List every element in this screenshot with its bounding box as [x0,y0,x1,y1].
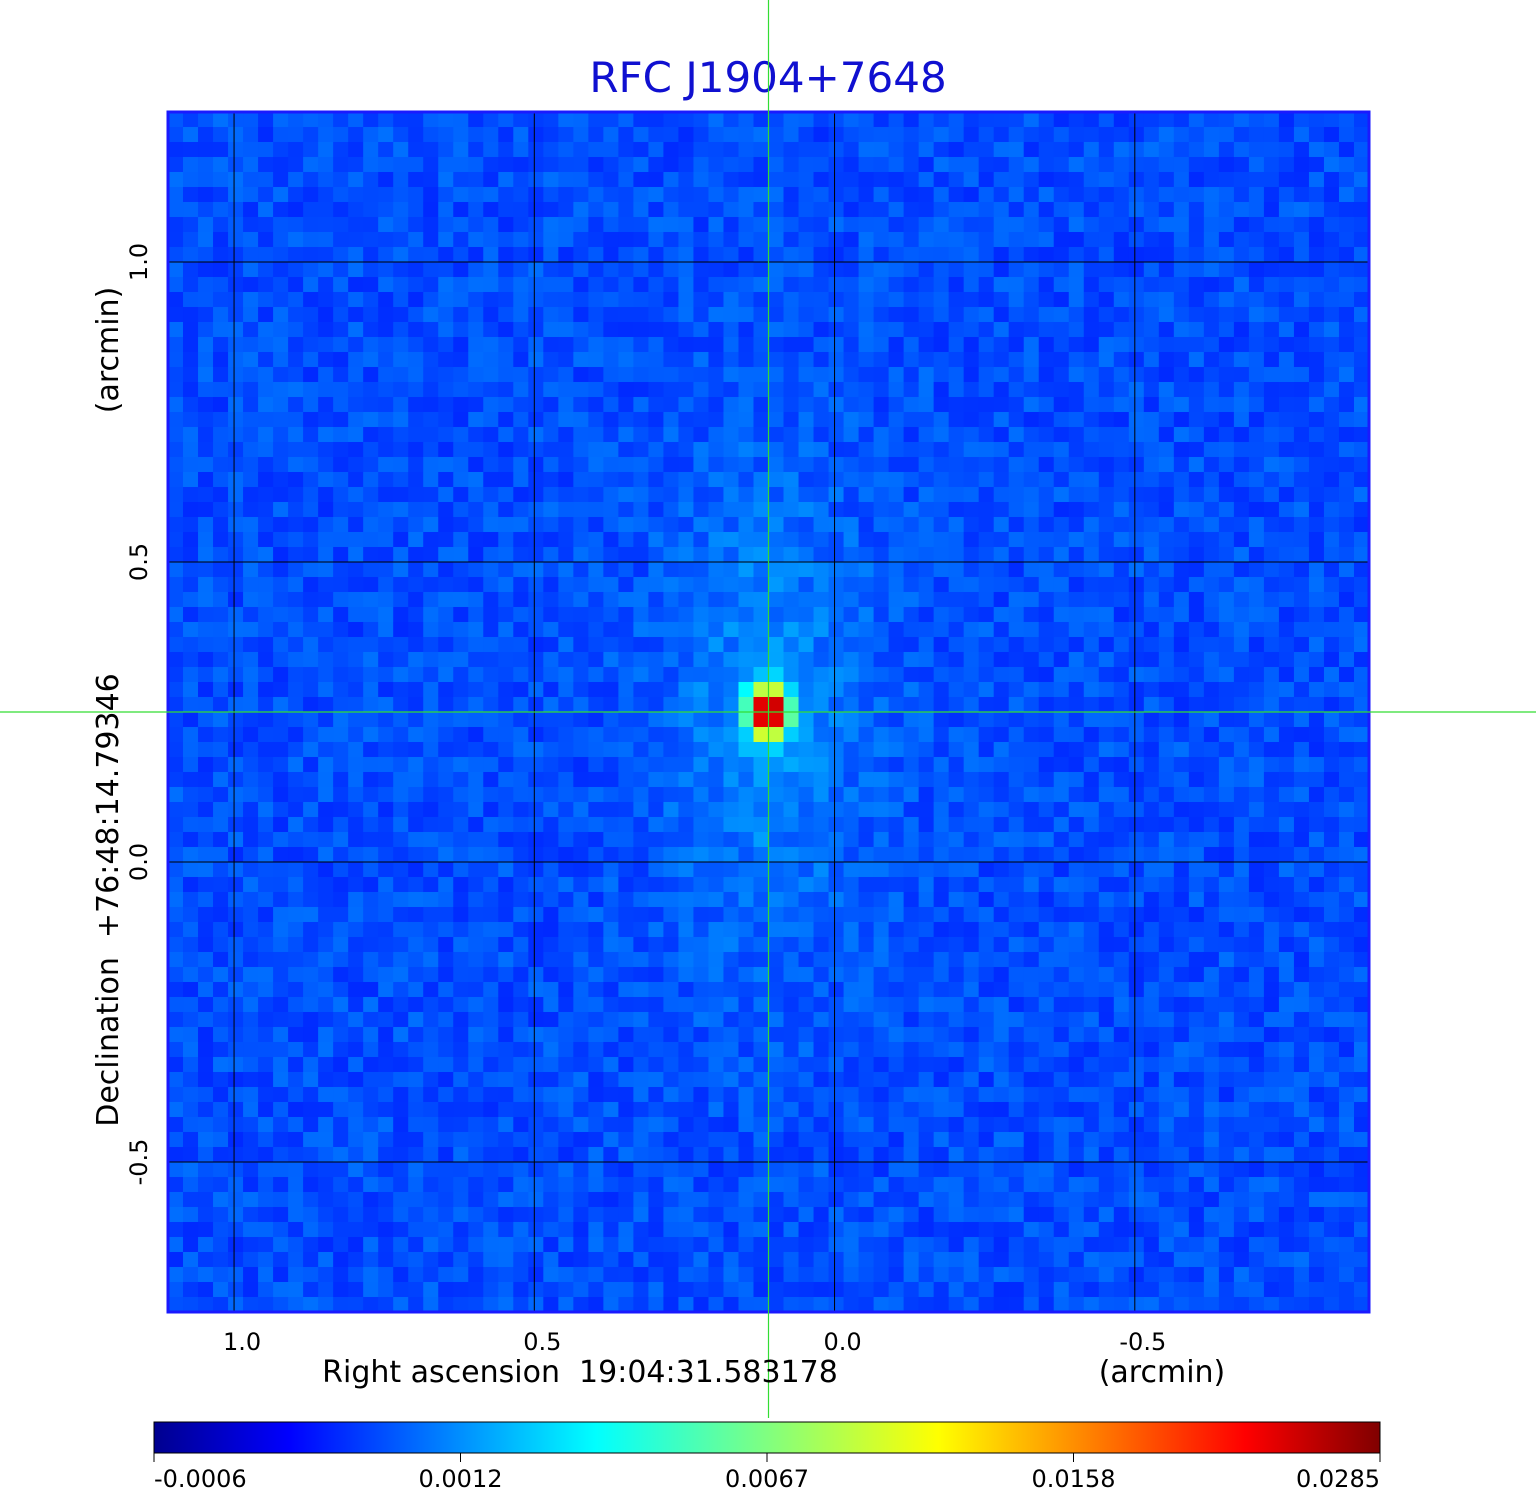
y-tick-label: -0.5 [125,1139,153,1186]
colorbar-tick-label: 0.0285 [1296,1465,1380,1493]
x-axis-unit: (arcmin) [1099,1355,1226,1390]
image-map [168,112,1370,1313]
y-tick-label: 0.5 [125,543,153,581]
colorbar-ticks: -0.0006 0.0012 0.0067 0.0158 0.0285 [153,1453,1381,1493]
colorbar-tick-label: 0.0158 [1032,1465,1116,1493]
x-tick-label: 1.0 [223,1328,261,1356]
colorbar-tick-label: 0.0012 [419,1465,503,1493]
y-tick-label: 0.0 [125,843,153,881]
y-axis-unit: (arcmin) [91,287,126,414]
x-axis-ticks: 1.0 0.5 0.0 -0.5 [223,1328,1166,1356]
crosshair [0,0,1536,1418]
y-tick-label: 1.0 [125,243,153,281]
colorbar [153,1421,1381,1454]
y-axis-ticks: 1.0 0.5 0.0 -0.5 [125,243,153,1186]
x-tick-label: 0.5 [523,1328,561,1356]
colorbar-tick-label: 0.0067 [725,1465,809,1493]
y-axis-label: Declination +76:48:14.79346 [91,673,126,1127]
x-axis-label: Right ascension 19:04:31.583178 [322,1355,838,1390]
x-tick-label: -0.5 [1119,1328,1166,1356]
colorbar-tick-label: -0.0006 [154,1465,247,1493]
x-tick-label: 0.0 [823,1328,861,1356]
